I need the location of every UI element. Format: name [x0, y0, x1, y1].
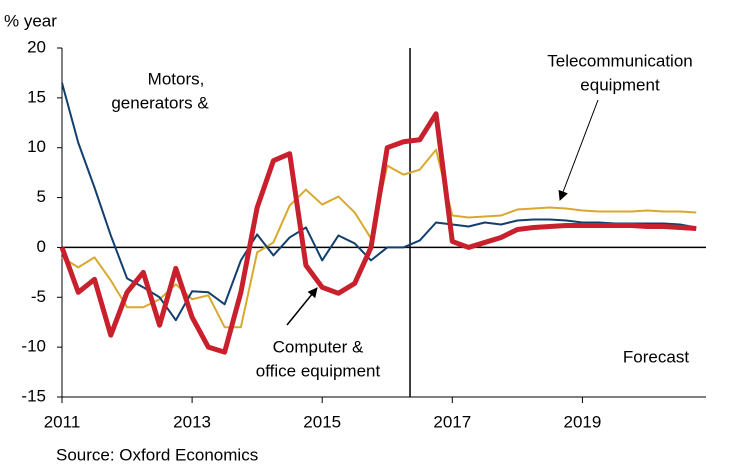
annotation: Telecommunication	[547, 51, 693, 70]
y-tick-label: 20	[27, 37, 46, 56]
y-tick-label: 10	[27, 137, 46, 156]
arrow	[286, 287, 318, 326]
series-line	[61, 82, 697, 322]
y-tick-label: 0	[37, 237, 46, 256]
source: Source: Oxford Economics	[56, 445, 258, 464]
series-line	[61, 148, 697, 329]
series-line	[59, 111, 697, 355]
annotation: generators &	[111, 93, 209, 112]
y-tick-label: -10	[21, 337, 46, 356]
x-tick-label: 2013	[173, 412, 211, 431]
annotation: Motors,	[148, 69, 205, 88]
y-axis-label: % year	[4, 11, 57, 30]
x-tick-label: 2015	[303, 412, 341, 431]
annotation: Forecast	[623, 347, 689, 366]
annotation: equipment	[580, 75, 660, 94]
x-tick-label: 2019	[563, 412, 601, 431]
annotation: office equipment	[256, 361, 381, 380]
y-tick-label: 15	[27, 87, 46, 106]
arrow	[558, 99, 599, 201]
annotation: Computer &	[273, 337, 364, 356]
y-tick-label: -15	[21, 386, 46, 405]
y-tick-label: -5	[31, 287, 46, 306]
x-tick-label: 2017	[433, 412, 471, 431]
x-tick-label: 2011	[44, 412, 81, 431]
y-tick-label: 5	[37, 187, 46, 206]
